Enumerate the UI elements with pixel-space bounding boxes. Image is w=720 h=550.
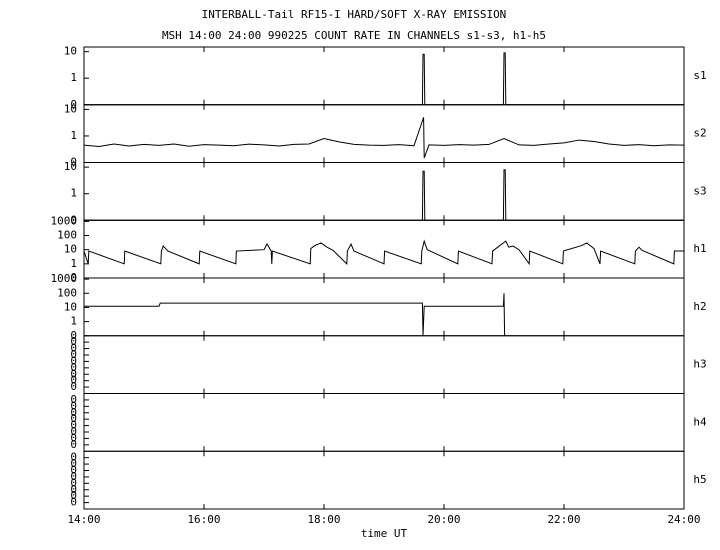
panel-frame [83, 450, 685, 510]
y-tick-label: 10 [64, 300, 77, 313]
y-tick-label: 0 [70, 412, 77, 425]
x-tick-label: 24:00 [667, 513, 700, 526]
y-tick-label: 1000 [51, 214, 78, 227]
series-label: s2 [693, 127, 706, 140]
y-tick-label: 0 [70, 380, 77, 393]
y-tick-label: 0 [70, 476, 77, 489]
series-label: h3 [693, 358, 706, 371]
chart-title: INTERBALL-Tail RF15-I HARD/SOFT X-RAY EM… [202, 8, 507, 21]
y-tick-label: 1 [70, 71, 77, 84]
y-tick-label: 10 [64, 102, 77, 115]
y-tick-label: 0 [70, 399, 77, 412]
x-axis-label: time UT [361, 527, 408, 540]
series-label: h1 [693, 242, 706, 255]
series-label: s3 [693, 184, 706, 197]
y-tick-label: 0 [70, 457, 77, 470]
y-tick-label: 0 [70, 98, 77, 111]
x-tick-label: 18:00 [307, 513, 340, 526]
y-tick-label: 0 [70, 329, 77, 342]
y-tick-label: 0 [70, 483, 77, 496]
series-label: h4 [693, 415, 707, 428]
y-tick-label: 0 [70, 342, 77, 355]
y-tick-label: 1 [70, 315, 77, 328]
y-tick-label: 1 [70, 129, 77, 142]
y-tick-label: 100 [57, 286, 77, 299]
y-tick-label: 0 [70, 464, 77, 477]
data-line [83, 117, 685, 159]
y-tick-label: 1 [70, 187, 77, 200]
y-tick-label: 0 [70, 431, 77, 444]
series-label: h2 [693, 300, 706, 313]
y-tick-label: 0 [70, 406, 77, 419]
y-tick-label: 0 [70, 374, 77, 387]
y-tick-label: 0 [70, 419, 77, 432]
data-line [83, 239, 684, 266]
x-tick-label: 20:00 [427, 513, 460, 526]
y-tick-label: 10 [64, 160, 77, 173]
y-tick-label: 0 [70, 348, 77, 361]
y-tick-label: 0 [70, 425, 77, 438]
y-tick-label: 100 [57, 229, 77, 242]
y-tick-label: 0 [70, 489, 77, 502]
series-label: h5 [693, 473, 706, 486]
y-tick-label: 0 [70, 470, 77, 483]
y-tick-label: 0 [70, 354, 77, 367]
series-label: s1 [693, 69, 706, 82]
y-tick-label: 0 [70, 335, 77, 348]
y-tick-label: 0 [70, 496, 77, 509]
y-tick-label: 0 [70, 438, 77, 451]
y-tick-label: 0 [70, 156, 77, 169]
y-tick-label: 0 [70, 213, 77, 226]
y-tick-label: 10 [64, 243, 77, 256]
y-tick-label: 1000 [51, 272, 78, 285]
y-tick-label: 0 [70, 393, 77, 406]
chart-subtitle: MSH 14:00 24:00 990225 COUNT RATE IN CHA… [162, 29, 546, 42]
y-tick-label: 0 [70, 367, 77, 380]
y-tick-label: 1 [70, 257, 77, 270]
y-tick-label: 0 [70, 451, 77, 464]
x-tick-label: 22:00 [547, 513, 580, 526]
x-tick-label: 14:00 [67, 513, 100, 526]
y-tick-label: 0 [70, 361, 77, 374]
x-tick-label: 16:00 [187, 513, 220, 526]
y-tick-label: 10 [64, 45, 77, 58]
y-tick-label: 0 [70, 271, 77, 284]
